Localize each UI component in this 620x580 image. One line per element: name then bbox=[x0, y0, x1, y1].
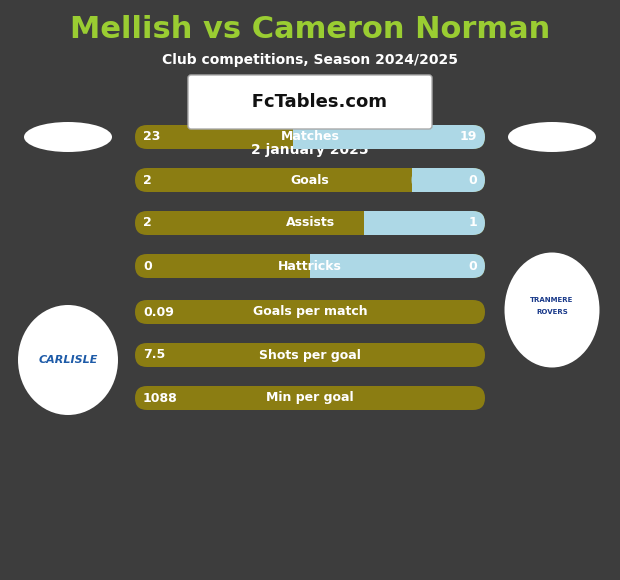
Text: Min per goal: Min per goal bbox=[266, 392, 354, 404]
FancyBboxPatch shape bbox=[412, 168, 485, 192]
Text: 1088: 1088 bbox=[143, 392, 178, 404]
Text: Hattricks: Hattricks bbox=[278, 259, 342, 273]
Ellipse shape bbox=[508, 122, 596, 152]
Text: 2: 2 bbox=[143, 216, 152, 230]
FancyBboxPatch shape bbox=[135, 254, 485, 278]
Text: Shots per goal: Shots per goal bbox=[259, 349, 361, 361]
Ellipse shape bbox=[505, 252, 600, 368]
Text: 0.09: 0.09 bbox=[143, 306, 174, 318]
FancyBboxPatch shape bbox=[135, 168, 485, 192]
Text: 7.5: 7.5 bbox=[143, 349, 166, 361]
Text: FcTables.com: FcTables.com bbox=[233, 93, 387, 111]
Ellipse shape bbox=[18, 305, 118, 415]
Text: 1: 1 bbox=[468, 216, 477, 230]
FancyBboxPatch shape bbox=[135, 211, 485, 235]
FancyBboxPatch shape bbox=[188, 75, 432, 129]
Ellipse shape bbox=[24, 122, 112, 152]
Text: Goals: Goals bbox=[291, 173, 329, 187]
FancyBboxPatch shape bbox=[135, 300, 485, 324]
Text: 0: 0 bbox=[468, 259, 477, 273]
Text: 23: 23 bbox=[143, 130, 161, 143]
Text: Mellish vs Cameron Norman: Mellish vs Cameron Norman bbox=[70, 16, 550, 45]
FancyBboxPatch shape bbox=[310, 254, 485, 278]
Bar bbox=[310, 254, 324, 278]
FancyBboxPatch shape bbox=[135, 386, 485, 410]
Text: 19: 19 bbox=[459, 130, 477, 143]
Text: 0: 0 bbox=[468, 173, 477, 187]
Bar bbox=[365, 211, 378, 235]
Text: Club competitions, Season 2024/2025: Club competitions, Season 2024/2025 bbox=[162, 53, 458, 67]
Text: 2 january 2025: 2 january 2025 bbox=[251, 143, 369, 157]
Text: 0: 0 bbox=[143, 259, 152, 273]
Text: TRANMERE: TRANMERE bbox=[530, 297, 574, 303]
FancyBboxPatch shape bbox=[135, 125, 485, 149]
Text: CARLISLE: CARLISLE bbox=[38, 355, 98, 365]
Bar bbox=[293, 125, 307, 149]
FancyBboxPatch shape bbox=[135, 343, 485, 367]
FancyBboxPatch shape bbox=[365, 211, 485, 235]
Text: Matches: Matches bbox=[281, 130, 339, 143]
Text: ROVERS: ROVERS bbox=[536, 309, 568, 315]
Bar bbox=[412, 168, 425, 192]
FancyBboxPatch shape bbox=[293, 125, 485, 149]
Text: Goals per match: Goals per match bbox=[253, 306, 367, 318]
Text: 2: 2 bbox=[143, 173, 152, 187]
Text: Assists: Assists bbox=[285, 216, 335, 230]
